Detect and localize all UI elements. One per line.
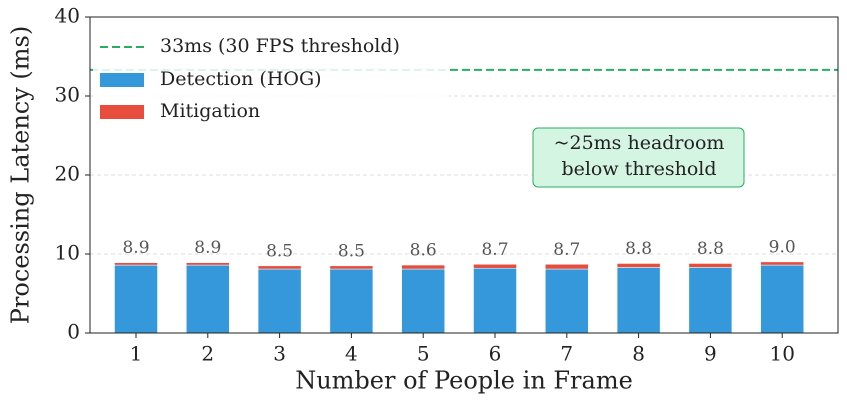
x-tick-label: 5 xyxy=(417,342,430,366)
total-label: 8.8 xyxy=(697,239,724,259)
total-label: 8.6 xyxy=(410,241,437,261)
bar-segment xyxy=(114,262,158,266)
x-axis-label: Number of People in Frame xyxy=(295,367,633,395)
bar-segment xyxy=(401,268,445,334)
bar-segment xyxy=(401,264,445,270)
bar-segment xyxy=(760,264,804,334)
total-label: 8.7 xyxy=(553,240,580,260)
bar-segment xyxy=(545,268,589,334)
total-label: 8.7 xyxy=(481,240,508,260)
y-tick-label: 10 xyxy=(55,241,80,265)
bar-segment xyxy=(114,264,158,334)
total-label: 8.5 xyxy=(266,241,293,261)
bar-segment xyxy=(616,263,661,268)
bar-segment xyxy=(688,263,733,268)
x-tick-label: 9 xyxy=(704,342,717,366)
x-tick-label: 8 xyxy=(632,342,645,366)
legend-label: 33ms (30 FPS threshold) xyxy=(160,35,400,57)
total-label: 9.0 xyxy=(769,237,796,257)
legend-swatch xyxy=(100,105,144,119)
bar-segment xyxy=(688,267,733,334)
x-tick-label: 1 xyxy=(130,342,143,366)
total-label: 8.9 xyxy=(194,238,221,258)
bar-segment xyxy=(473,267,517,334)
y-tick-label: 40 xyxy=(55,4,80,28)
legend-label: Mitigation xyxy=(160,100,260,122)
x-tick-label: 7 xyxy=(560,342,573,366)
bar-segment xyxy=(760,261,804,266)
x-tick-label: 3 xyxy=(273,342,286,366)
y-axis-label: Processing Latency (ms) xyxy=(7,26,35,324)
bar-segment xyxy=(257,265,302,270)
bar-segment xyxy=(329,265,374,270)
x-tick-label: 4 xyxy=(345,342,358,366)
x-tick-label: 6 xyxy=(489,342,502,366)
annotation-text: ~25ms headroom xyxy=(554,132,725,154)
plot-frame xyxy=(89,16,839,334)
y-tick-label: 0 xyxy=(67,320,80,344)
annotation-box xyxy=(532,127,745,188)
legend-label: Detection (HOG) xyxy=(160,68,322,90)
bar-segment xyxy=(616,267,661,334)
y-tick-label: 20 xyxy=(55,162,80,186)
y-tick-label: 30 xyxy=(55,83,80,107)
bar-segment xyxy=(186,264,230,334)
bar-segment xyxy=(186,262,230,266)
total-label: 8.5 xyxy=(338,241,365,261)
bar-segment xyxy=(329,268,374,334)
legend-box xyxy=(93,24,449,132)
bar-segment xyxy=(473,264,517,269)
bar-segment xyxy=(545,264,589,270)
legend-swatch xyxy=(100,73,144,87)
x-tick-label: 10 xyxy=(769,342,794,366)
bar-segment xyxy=(257,268,302,334)
annotation-text: below threshold xyxy=(561,158,716,180)
x-tick-label: 2 xyxy=(201,342,214,366)
total-label: 8.9 xyxy=(122,238,149,258)
total-label: 8.8 xyxy=(625,239,652,259)
